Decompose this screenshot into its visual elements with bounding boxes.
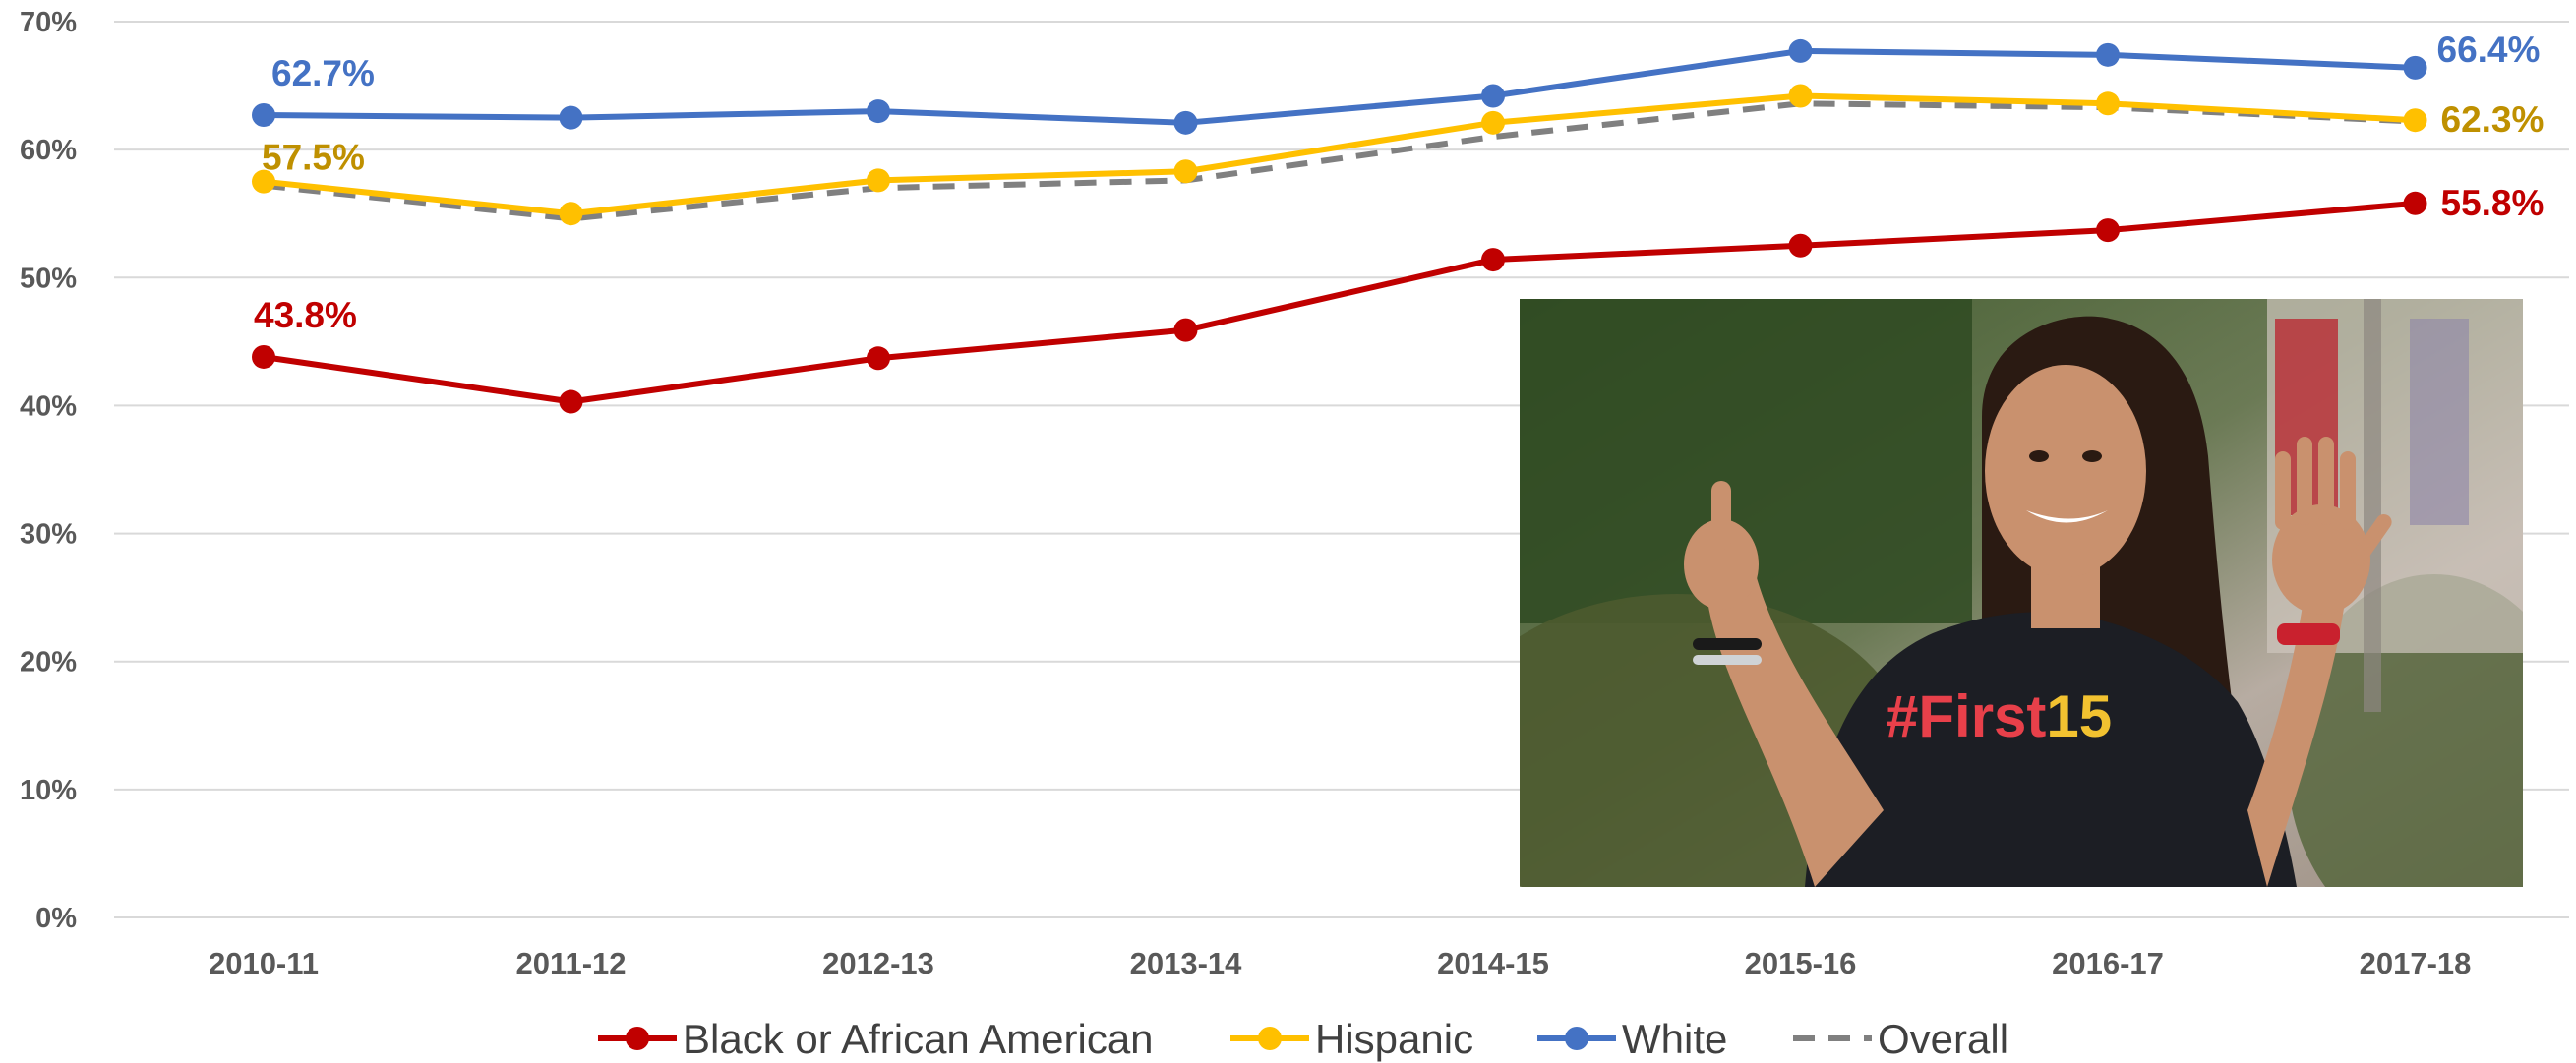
data-label: 43.8% [254, 295, 357, 335]
x-tick-label: 2016-17 [2052, 946, 2164, 980]
series-line [263, 100, 2416, 222]
legend-marker [626, 1027, 649, 1050]
data-point [2096, 218, 2120, 243]
legend: Black or African American Hispanic White Ov… [598, 1016, 2008, 1062]
data-point [867, 168, 890, 193]
shirt-text: #First15 [1886, 683, 2112, 749]
data-point [559, 105, 583, 130]
legend-item: Overall [1793, 1016, 2008, 1062]
y-tick-label: 20% [20, 647, 77, 679]
legend-label: Hispanic [1315, 1016, 1473, 1062]
legend-marker [1258, 1027, 1282, 1050]
y-tick-label: 60% [20, 135, 77, 166]
data-point [1788, 38, 1813, 63]
data-point [867, 346, 890, 371]
student-photo: #First15 [1520, 299, 2523, 887]
legend-label: Overall [1878, 1016, 2008, 1062]
data-point [2403, 191, 2427, 215]
series-line [261, 47, 2419, 126]
series-white [252, 38, 2427, 135]
legend-label: Black or African American [683, 1016, 1154, 1062]
data-labels: 43.8% 55.8% 57.5% 62.3% 62.7% 66.4% [254, 30, 2544, 335]
gridlines [114, 21, 2569, 918]
series-line [261, 92, 2419, 217]
data-point [1788, 84, 1813, 108]
x-tick-label: 2012-13 [822, 946, 934, 980]
data-point [1481, 248, 1505, 272]
series-black-or-african-american [252, 191, 2427, 414]
series-hispanic [252, 84, 2427, 226]
data-label: 62.3% [2441, 99, 2545, 140]
data-point [867, 99, 890, 124]
data-label: 57.5% [262, 138, 365, 178]
data-point [252, 103, 275, 128]
legend-label: White [1622, 1016, 1727, 1062]
x-tick-label: 2014-15 [1437, 946, 1549, 980]
data-point [2096, 42, 2120, 67]
series-overall [263, 100, 2416, 222]
legend-item: White [1537, 1016, 1727, 1062]
y-tick-label: 0% [35, 903, 77, 934]
series-line [261, 200, 2419, 405]
x-axis-ticks: 2010-11 2011-12 2012-13 2013-14 2014-15 2015-… [209, 946, 2471, 980]
y-tick-label: 50% [20, 263, 77, 294]
data-point [2403, 108, 2427, 133]
data-label: 55.8% [2441, 183, 2545, 223]
data-point [559, 202, 583, 226]
y-tick-label: 40% [20, 390, 77, 422]
y-axis-ticks: 0% 10% 20% 30% 40% 50% 60% 70% [20, 7, 77, 934]
x-tick-label: 2010-11 [209, 946, 319, 980]
x-tick-label: 2011-12 [515, 946, 626, 980]
x-tick-label: 2013-14 [1130, 946, 1243, 980]
legend-item: Black or African American [598, 1016, 1154, 1062]
data-point [2403, 55, 2427, 80]
legend-item: Hispanic [1230, 1016, 1473, 1062]
data-point [1481, 84, 1505, 108]
data-point [1173, 318, 1198, 342]
data-point [559, 389, 583, 414]
y-tick-label: 10% [20, 775, 77, 806]
x-tick-label: 2015-16 [1745, 946, 1857, 980]
data-point [1173, 159, 1198, 184]
data-point [1788, 233, 1813, 258]
data-point [252, 169, 275, 194]
data-point [1173, 110, 1198, 135]
data-label: 62.7% [271, 53, 375, 93]
y-tick-label: 70% [20, 7, 77, 38]
data-point [1481, 110, 1505, 135]
data-point [252, 344, 275, 369]
legend-marker [1565, 1027, 1588, 1050]
series-lines [252, 38, 2427, 414]
data-point [2096, 91, 2120, 116]
data-label: 66.4% [2437, 30, 2541, 70]
x-tick-label: 2017-18 [2360, 946, 2472, 980]
y-tick-label: 30% [20, 519, 77, 551]
